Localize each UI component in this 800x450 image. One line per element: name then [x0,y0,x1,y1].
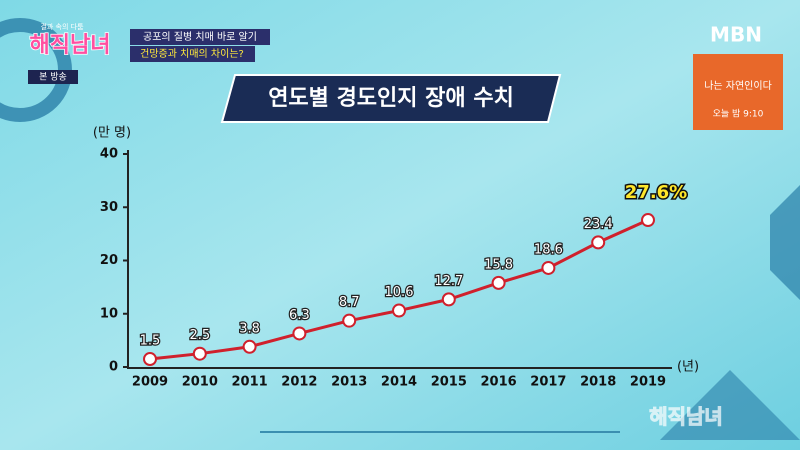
show-logo: 해직남녀 [30,33,111,58]
promo-title: 나는 자연인이다 [704,80,772,92]
title-box [220,74,562,123]
x-tick-label: 2012 [281,375,317,390]
value-label: 23.4 [584,217,613,232]
x-tick-label: 2010 [182,375,218,390]
data-point [641,213,655,228]
data-point [591,235,606,250]
x-tick-label: 2017 [530,375,566,390]
x-tick-label: 2009 [132,375,168,390]
y-tick-label: 20 [100,253,118,268]
x-tick-label: 2015 [431,375,467,390]
value-label: 1.5 [140,334,161,349]
value-label: 27.6% [625,182,687,203]
show-logo-small: 결과 속의 다툼 [40,22,84,31]
y-axis-label: (만 명) [93,126,131,141]
watermark: 해직남녀 [649,405,723,429]
y-tick-label: 40 [100,147,118,162]
data-point [541,260,556,275]
y-tick-label: 0 [109,360,118,375]
x-tick-label: 2016 [481,375,517,390]
x-tick-label: 2018 [580,375,616,390]
channel-logo: MBN [710,23,762,47]
data-point [491,275,506,290]
x-axis-label: (년) [677,360,699,375]
value-label: 12.7 [434,274,463,289]
data-point [192,346,207,361]
caption: 공포의 질병 치매 바로 알기 [143,31,257,43]
value-label: 15.8 [484,257,513,272]
value-label: 6.3 [289,308,310,323]
value-label: 3.8 [239,321,260,336]
caption-box [130,46,255,62]
value-label: 10.6 [385,285,414,300]
data-point [342,313,357,328]
data-point [242,339,257,354]
y-tick-label: 10 [100,306,118,321]
x-tick-label: 2013 [331,375,367,390]
decor [660,370,800,440]
x-tick-label: 2014 [381,375,417,390]
value-label: 2.5 [189,328,210,343]
value-label: 18.6 [534,242,563,257]
live-badge: 본 방송 [39,72,67,83]
data-point [143,352,157,367]
data-point [441,292,456,307]
caption-box [130,29,270,45]
value-label: 8.7 [339,295,360,310]
decor [770,185,800,300]
chart-title: 연도별 경도인지 장애 수치 [268,86,514,111]
promo-time: 오늘 밤 9:10 [713,109,764,120]
data-point [292,326,307,341]
live-badge-box [28,70,78,84]
caption: 건망증과 치매의 차이는? [140,48,244,60]
data-point [392,303,406,318]
x-tick-label: 2019 [630,375,666,390]
x-tick-label: 2011 [232,375,268,390]
promo-box [693,54,783,130]
y-tick-label: 30 [100,200,118,215]
